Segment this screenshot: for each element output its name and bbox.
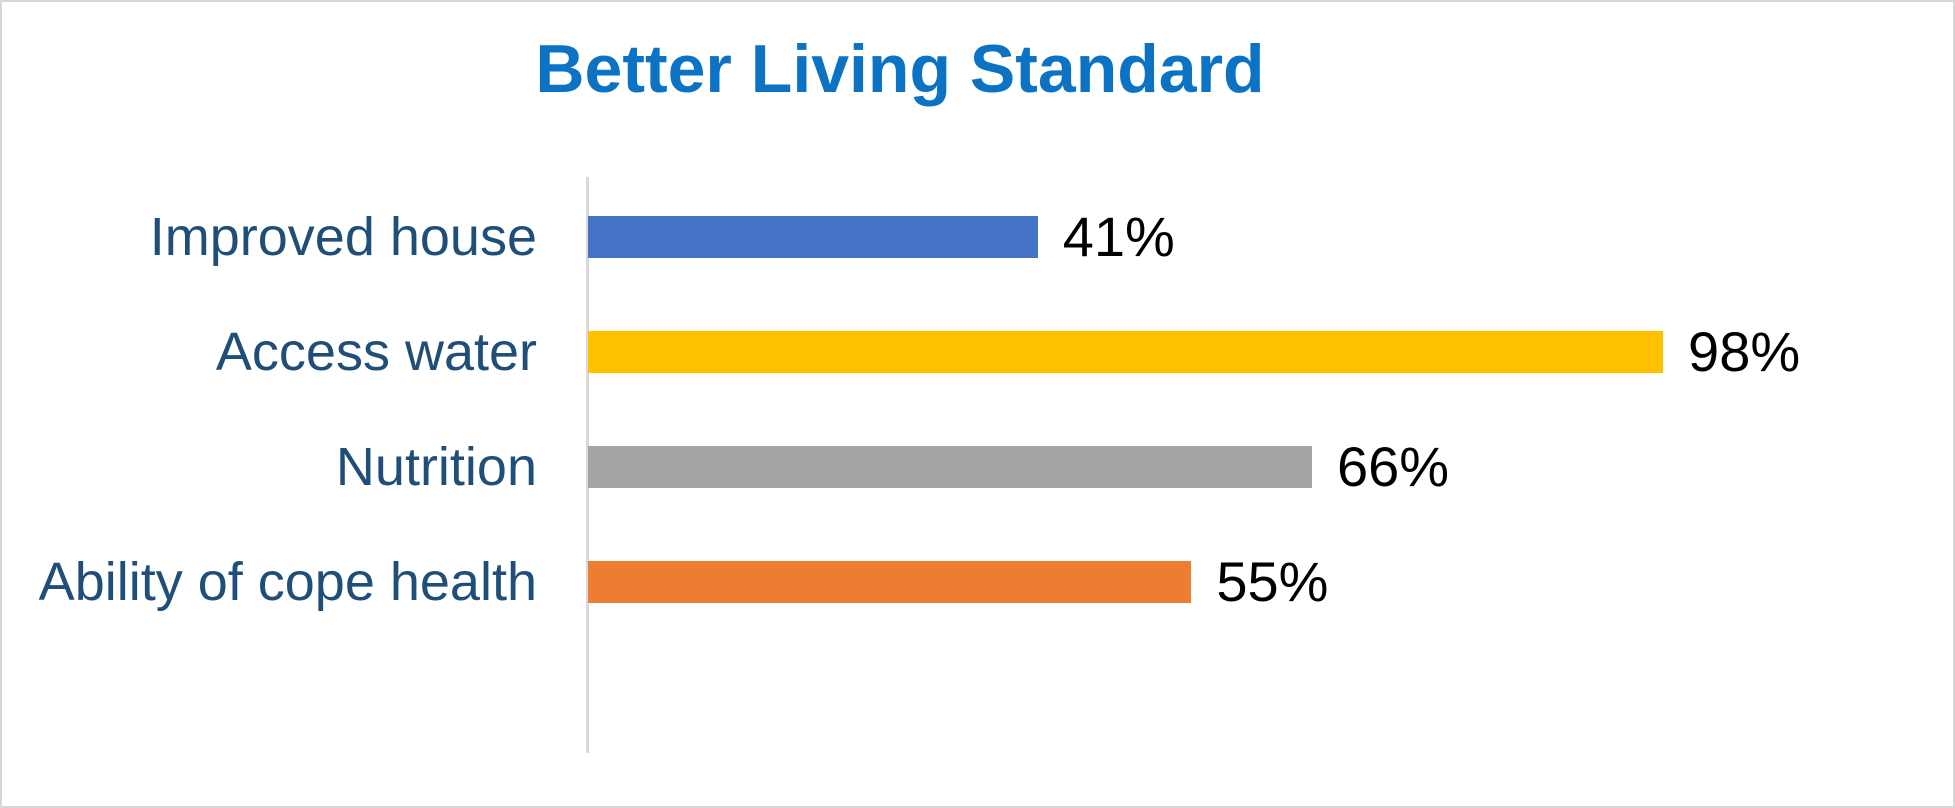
value-label-improved-house: 41% [1062,204,1175,268]
bar-row-ability-cope-health: Ability of cope health 55% [2,525,1953,640]
bar-track: 98% [588,322,1800,381]
bar-row-access-water: Access water 98% [2,294,1953,409]
bar-access-water [588,330,1664,373]
category-label-ability-cope-health: Ability of cope health [38,552,537,613]
bar-improved-house [588,215,1038,258]
category-label-nutrition: Nutrition [335,436,537,497]
bar-ability-cope-health [588,561,1192,604]
bar-track: 66% [588,434,1685,498]
category-axis-line [586,177,589,753]
category-label-improved-house: Improved house [149,206,537,267]
bar-track: 41% [588,204,1685,268]
bar-nutrition [588,445,1313,488]
value-label-nutrition: 66% [1337,434,1450,498]
value-label-access-water: 98% [1688,319,1801,383]
bar-row-improved-house: Improved house 41% [2,179,1953,294]
category-label-access-water: Access water [215,321,537,382]
value-label-ability-cope-health: 55% [1216,550,1329,614]
bar-track: 55% [588,553,1685,611]
bar-row-nutrition: Nutrition 66% [2,409,1953,524]
plot-area: Improved house 41% Access water 98% Nutr… [2,179,1953,640]
chart-title: Better Living Standard [535,31,1265,107]
